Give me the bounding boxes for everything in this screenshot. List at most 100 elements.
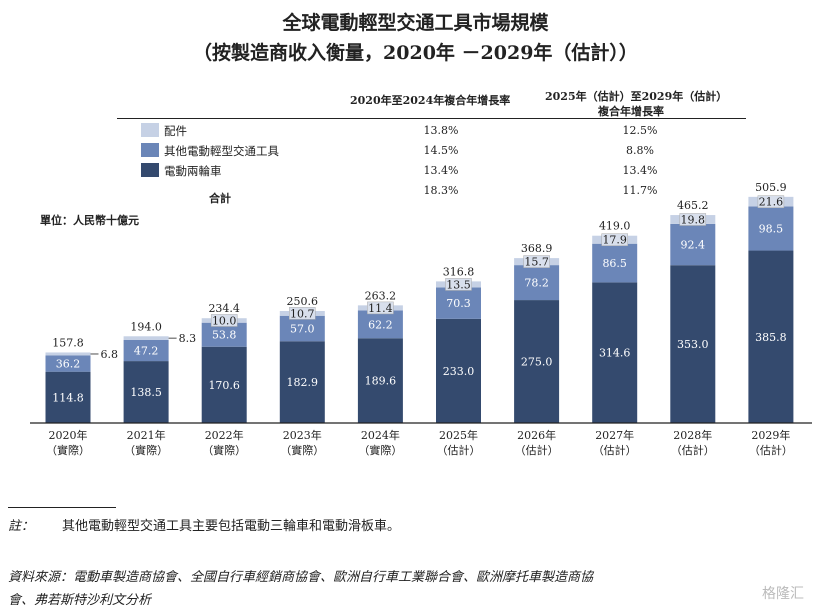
x-tick-sublabel: （實際） (202, 443, 246, 457)
bar-segment (123, 361, 169, 423)
bar-segment (45, 355, 91, 372)
data-label: 170.6 (208, 379, 240, 392)
cagr-value: 13.8% (423, 124, 459, 137)
data-label-box (679, 213, 707, 226)
x-tick-sublabel: （實際） (358, 443, 402, 457)
total-label: 465.2 (677, 199, 709, 212)
x-tick-label: 2029年 (751, 428, 790, 442)
bar-segment (45, 371, 91, 423)
total-label: 250.6 (287, 295, 319, 308)
data-label: 114.8 (52, 391, 84, 404)
data-label-box (289, 307, 316, 320)
x-tick-sublabel: （估計） (515, 443, 559, 457)
data-label: 353.0 (677, 338, 709, 351)
table-rule (117, 118, 746, 119)
x-tick-label: 2021年 (127, 428, 166, 442)
bar-segment (279, 315, 325, 342)
footnote-rule (8, 507, 116, 508)
bar-segment (514, 300, 560, 423)
x-tick-sublabel: （實際） (280, 443, 324, 457)
data-label: 275.0 (521, 356, 553, 369)
total-label: 368.9 (521, 242, 553, 255)
cagr-value: 18.3% (423, 184, 459, 197)
x-tick-label: 2027年 (595, 428, 634, 442)
bar-segment (436, 318, 481, 423)
data-label-box (445, 278, 472, 291)
data-label: 92.4 (681, 239, 706, 252)
x-tick-sublabel: （估計） (437, 443, 481, 457)
x-tick-sublabel: （估計） (749, 443, 793, 457)
data-label: 57.0 (290, 323, 315, 336)
bar-segment (592, 243, 638, 283)
cagr-header-2b: 複合年增長率 (598, 105, 664, 118)
cagr-value: 12.5% (622, 124, 658, 137)
data-label: 78.2 (524, 277, 549, 290)
data-label: 138.5 (130, 386, 162, 399)
x-tick-label: 2028年 (673, 428, 712, 442)
bar-segment (279, 341, 325, 423)
total-label: 234.4 (208, 302, 240, 315)
legend-label: 配件 (164, 124, 187, 138)
x-tick-label: 2025年 (439, 428, 478, 442)
data-label-box (367, 301, 394, 315)
legend-swatch-other-lev (141, 143, 159, 157)
x-tick-label: 2022年 (205, 428, 244, 442)
data-label: 189.6 (365, 375, 397, 388)
bar-segment (357, 310, 403, 339)
total-label: 505.9 (755, 181, 787, 194)
data-label: 10.7 (290, 307, 315, 320)
bar-segment (357, 338, 403, 423)
data-label: 62.2 (368, 318, 393, 331)
data-label: 10.0 (212, 314, 237, 327)
bar-segment (670, 223, 716, 266)
total-label: 316.8 (443, 265, 475, 278)
unit-label: 單位：人民幣十億元 (40, 214, 139, 227)
x-tick-sublabel: （估計） (671, 443, 715, 457)
bar-segment (514, 265, 560, 301)
data-label: 21.6 (759, 196, 784, 209)
data-label: 19.8 (681, 213, 706, 226)
total-label: 194.0 (130, 320, 162, 333)
data-label: 17.9 (602, 234, 627, 247)
x-tick-label: 2023年 (283, 428, 322, 442)
cagr-value: 8.8% (626, 144, 654, 157)
data-label-box (601, 233, 628, 246)
cagr-value: 11.7% (622, 184, 658, 197)
data-label-box (210, 314, 238, 327)
data-label: 13.5 (446, 278, 471, 291)
bar-segment (123, 336, 169, 340)
total-label: 合計 (209, 192, 231, 205)
footnote-text: 其他電動輕型交通工具主要包括電動三輪車和電動滑板車。 (62, 519, 401, 534)
x-tick-label: 2026年 (517, 428, 556, 442)
cagr-value: 13.4% (423, 164, 459, 177)
bar-segment (123, 339, 169, 362)
data-label: 98.5 (759, 223, 784, 236)
data-label: 47.2 (134, 345, 159, 358)
data-label: 182.9 (287, 376, 319, 389)
watermark-logo: 格隆汇 (762, 586, 804, 602)
data-label-box (523, 255, 550, 268)
bar-segment (748, 250, 794, 423)
cagr-header-1: 2020年至2024年複合年增長率 (350, 94, 511, 107)
source-line-2: 會、弗若斯特沙利文分析 (8, 593, 152, 607)
data-label: 70.3 (446, 297, 471, 310)
legend-swatch-accessories (141, 123, 159, 137)
total-label: 419.0 (599, 220, 631, 233)
total-label: 157.8 (52, 336, 84, 349)
footnote-label: 註： (8, 519, 35, 534)
x-tick-label: 2024年 (361, 428, 400, 442)
bar-segment (45, 352, 91, 356)
data-label: 314.6 (599, 347, 631, 360)
x-tick-sublabel: （實際） (124, 443, 168, 457)
data-label: 15.7 (524, 256, 549, 269)
data-label: 233.0 (443, 365, 475, 378)
source-line-1: 資料來源：電動車製造商協會、全國自行車經銷商協會、歐洲自行車工業聯合會、歐洲摩托… (8, 570, 594, 585)
bar-segment (592, 282, 638, 423)
data-label: 6.8 (101, 348, 119, 361)
bar-segment (670, 265, 716, 423)
total-label: 263.2 (365, 289, 397, 302)
cagr-header-2: 2025年（估計）至2029年（估計） (545, 90, 728, 103)
data-label: 385.8 (755, 331, 787, 344)
x-tick-label: 2020年 (49, 428, 88, 442)
